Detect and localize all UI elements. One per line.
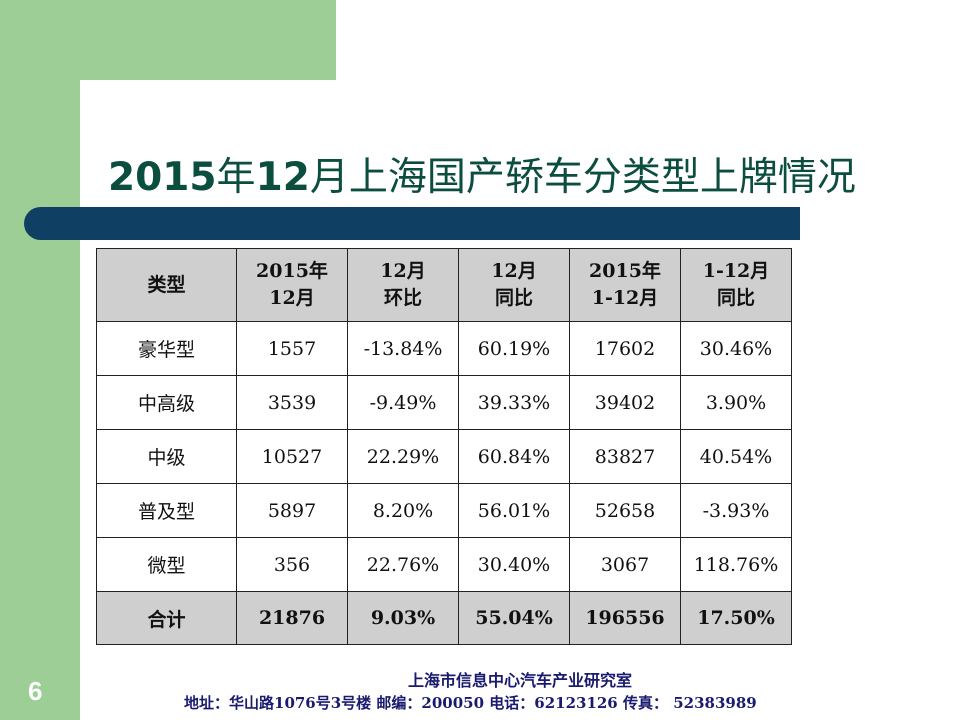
data-cell: 5897 [236, 483, 348, 538]
title-month: 12 [255, 155, 310, 200]
header-line2: 同比 [494, 287, 533, 309]
total-cell: 21876 [236, 591, 348, 645]
data-cell: 3539 [236, 375, 348, 430]
footer-organization: 上海市信息中心汽车产业研究室 [407, 671, 632, 690]
table-row: 豪华型 1557 -13.84% 60.19% 17602 30.46% [96, 321, 792, 376]
footer-contact: 地址：华山路1076号3号楼 邮编：200050 电话：62123126 传真：… [184, 694, 757, 712]
left-green-bar [0, 0, 80, 720]
header-cell: 2015年 12月 [236, 248, 348, 322]
registration-table: 类型 2015年 12月 12月 环比 12月 同比 2015年 1-12月 1-12月… [96, 248, 792, 645]
header-cell: 12月环比 [347, 248, 459, 322]
data-cell: -13.84% [347, 321, 459, 376]
data-cell: 30.40% [458, 537, 570, 592]
data-cell: 39402 [569, 375, 681, 430]
data-cell: 22.29% [347, 429, 459, 484]
data-cell: -3.93% [680, 483, 792, 538]
header-line1: 类型 [147, 273, 186, 296]
header-line2: 同比 [716, 287, 755, 309]
header-line1: 12月 [380, 260, 426, 282]
header-line2: 环比 [383, 287, 422, 309]
header-line2: 1-12月 [591, 287, 659, 309]
header-line1: 12月 [491, 260, 537, 282]
header-line2: 12月 [269, 287, 315, 309]
data-cell: 83827 [569, 429, 681, 484]
title-year-suffix: 年 [216, 155, 256, 200]
type-cell: 普及型 [96, 483, 237, 538]
table-row: 普及型 5897 8.20% 56.01% 52658 -3.93% [96, 483, 792, 538]
header-cell: 12月同比 [458, 248, 570, 322]
page-number: 6 [28, 676, 43, 706]
total-cell: 17.50% [680, 591, 792, 645]
data-cell: 52658 [569, 483, 681, 538]
data-cell: 17602 [569, 321, 681, 376]
header-cell: 类型 [96, 248, 237, 322]
data-cell: 3.90% [680, 375, 792, 430]
data-cell: 60.84% [458, 429, 570, 484]
title-underline-bar [24, 207, 800, 240]
table-total-row: 合计 21876 9.03% 55.04% 196556 17.50% [96, 591, 792, 645]
data-cell: 3067 [569, 537, 681, 592]
data-cell: 356 [236, 537, 348, 592]
total-label-cell: 合计 [96, 591, 237, 645]
total-cell: 9.03% [347, 591, 459, 645]
data-cell: 39.33% [458, 375, 570, 430]
header-line1: 2015年 [589, 260, 661, 282]
table-row: 中级 10527 22.29% 60.84% 83827 40.54% [96, 429, 792, 484]
data-cell: 10527 [236, 429, 348, 484]
data-cell: 56.01% [458, 483, 570, 538]
title-year: 2015 [108, 155, 217, 200]
data-cell: 30.46% [680, 321, 792, 376]
top-green-bar [0, 0, 336, 80]
data-cell: 8.20% [347, 483, 459, 538]
type-cell: 中高级 [96, 375, 237, 430]
title-rest: 月上海国产轿车分类型上牌情况 [309, 155, 856, 200]
header-line1: 2015年 [256, 260, 328, 282]
header-cell: 1-12月同比 [680, 248, 792, 322]
slide-title: 2015年12月上海国产轿车分类型上牌情况 [108, 146, 928, 202]
white-rounded-corner [80, 80, 140, 140]
header-cell: 2015年 1-12月 [569, 248, 681, 322]
data-cell: 40.54% [680, 429, 792, 484]
type-cell: 微型 [96, 537, 237, 592]
table-row: 中高级 3539 -9.49% 39.33% 39402 3.90% [96, 375, 792, 430]
total-cell: 55.04% [458, 591, 570, 645]
table-row: 微型 356 22.76% 30.40% 3067 118.76% [96, 537, 792, 592]
data-cell: 1557 [236, 321, 348, 376]
header-line1: 1-12月 [702, 260, 770, 282]
type-cell: 中级 [96, 429, 237, 484]
data-cell: -9.49% [347, 375, 459, 430]
table-header-row: 类型 2015年 12月 12月 环比 12月 同比 2015年 1-12月 1-12月… [96, 248, 792, 322]
data-cell: 118.76% [680, 537, 792, 592]
data-cell: 60.19% [458, 321, 570, 376]
type-cell: 豪华型 [96, 321, 237, 376]
data-cell: 22.76% [347, 537, 459, 592]
total-cell: 196556 [569, 591, 681, 645]
